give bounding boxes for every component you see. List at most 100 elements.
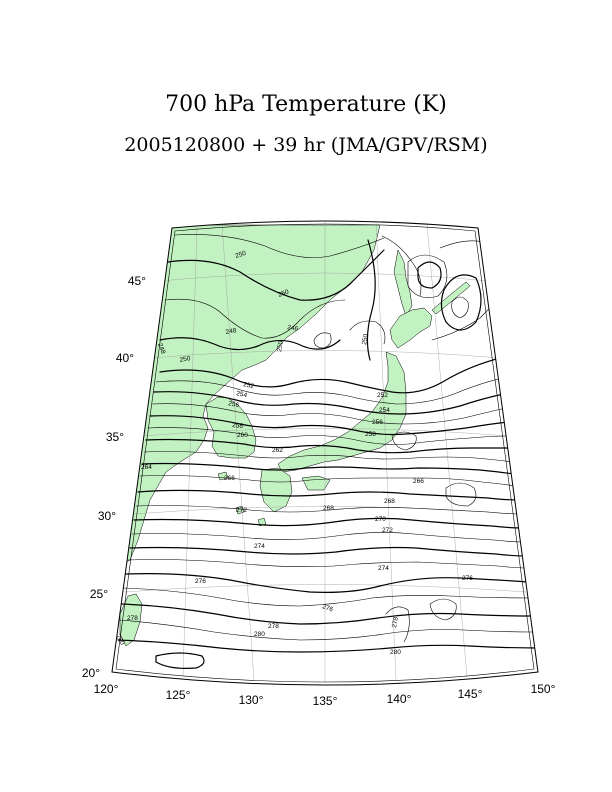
- isotherm: [135, 505, 521, 515]
- map-border-outer: [111, 220, 539, 686]
- contour-label: 262: [272, 447, 283, 454]
- isotherm: [119, 619, 537, 641]
- parallel-25: [123, 584, 527, 593]
- lon-tick-label: 140°: [387, 692, 412, 706]
- land-kyushu: [259, 467, 293, 513]
- map-title: 700 hPa Temperature (K): [165, 92, 447, 117]
- graticule: [123, 221, 527, 682]
- contour-label: 250: [234, 250, 247, 260]
- isotherm: [149, 415, 509, 436]
- land-korea: [205, 396, 257, 459]
- isotherm: [127, 559, 529, 569]
- isotherm: [151, 403, 507, 425]
- map-frame: [111, 220, 539, 686]
- contour-label: 280: [390, 649, 401, 656]
- isotherm: [147, 427, 511, 445]
- land-taiwan: [119, 593, 143, 647]
- isotherm: [381, 235, 422, 297]
- contour-label: 256: [228, 400, 240, 409]
- isotherm: [129, 546, 527, 557]
- contour-label: 258: [365, 431, 376, 438]
- contour-label: 276: [321, 603, 334, 613]
- isotherm: [445, 482, 477, 507]
- isotherm: [174, 234, 385, 258]
- lon-tick-label: 135°: [313, 694, 338, 708]
- lat-tick-label: 25°: [90, 587, 108, 601]
- isotherm: [391, 431, 417, 451]
- contour-label: 254: [236, 390, 248, 399]
- isotherm: [145, 438, 513, 454]
- isotherm: [349, 320, 386, 345]
- contour-label: 278: [127, 615, 138, 622]
- contour-label: 252: [377, 392, 388, 399]
- isotherm: [451, 296, 469, 319]
- land-hokkaido: [389, 307, 433, 349]
- isotherm: [407, 254, 448, 298]
- longitude-labels: 120° 125° 130° 135° 140° 145° 150°: [94, 682, 556, 708]
- isotherm: [143, 451, 514, 463]
- contour-label: 278: [268, 623, 279, 630]
- isotherm: [153, 391, 505, 415]
- contour-label: 268: [323, 505, 334, 512]
- meridian-125: [182, 225, 198, 677]
- isotherm: [141, 462, 515, 475]
- contour-labels: 250 250 248 248 250 246 250 252 254 256 …: [114, 250, 473, 656]
- isotherm: [131, 532, 525, 543]
- contour-label: 276: [462, 575, 473, 582]
- isotherms: [117, 234, 538, 669]
- contour-label: 258: [232, 422, 244, 430]
- isotherm: [429, 598, 457, 621]
- land-honshu: [277, 351, 407, 473]
- contour-label: 276: [195, 578, 206, 585]
- land-ryukyu: [235, 505, 267, 527]
- contour-label: 246: [287, 324, 299, 333]
- latitude-labels: 20° 25° 30° 35° 40° 45°: [82, 274, 146, 680]
- lon-tick-label: 120°: [94, 682, 119, 696]
- contour-label: 248: [225, 327, 237, 336]
- contour-label: 274: [378, 565, 389, 572]
- contour-label: 264: [141, 464, 152, 471]
- lon-tick-label: 130°: [239, 693, 264, 707]
- lon-tick-label: 145°: [458, 687, 483, 701]
- lon-tick-label: 125°: [166, 688, 191, 702]
- contour-label: 254: [379, 407, 390, 414]
- contour-label: 272: [236, 507, 247, 514]
- isotherm: [155, 652, 205, 669]
- isotherm: [440, 274, 482, 331]
- map-border-inner: [115, 223, 535, 683]
- isotherm: [123, 587, 533, 607]
- contour-label: 268: [384, 498, 395, 505]
- land-shikoku: [301, 475, 331, 491]
- contour-label: 266: [413, 478, 424, 485]
- isotherm: [159, 357, 501, 394]
- lat-tick-label: 40°: [116, 351, 134, 365]
- isotherm: [117, 639, 538, 653]
- isotherm: [366, 239, 376, 361]
- isotherm: [439, 240, 491, 249]
- contour-label: 260: [237, 432, 248, 439]
- isotherm: [417, 261, 442, 289]
- land-kuril-islands: [431, 281, 471, 315]
- isotherm: [133, 517, 523, 529]
- contour-label: 266: [224, 475, 235, 482]
- meridian-140: [375, 221, 397, 681]
- parallel-40: [149, 350, 501, 359]
- isotherm: [125, 573, 531, 593]
- isotherm: [164, 298, 346, 339]
- contour-label: 248: [156, 342, 166, 355]
- contour-label: 272: [382, 527, 393, 534]
- parallel-35: [141, 428, 509, 437]
- contour-label: 252: [243, 381, 255, 390]
- land-sakhalin: [393, 249, 413, 317]
- contour-label: 270: [375, 516, 386, 523]
- contour-label: 250: [361, 333, 370, 345]
- contour-label: 250: [276, 340, 285, 352]
- isotherm: [137, 489, 519, 501]
- meridian-145: [426, 223, 468, 678]
- meridian-130: [221, 223, 255, 681]
- contour-label: 256: [372, 419, 383, 426]
- lon-tick-label: 150°: [531, 682, 556, 696]
- lat-tick-label: 30°: [98, 509, 116, 523]
- isotherm: [167, 249, 385, 301]
